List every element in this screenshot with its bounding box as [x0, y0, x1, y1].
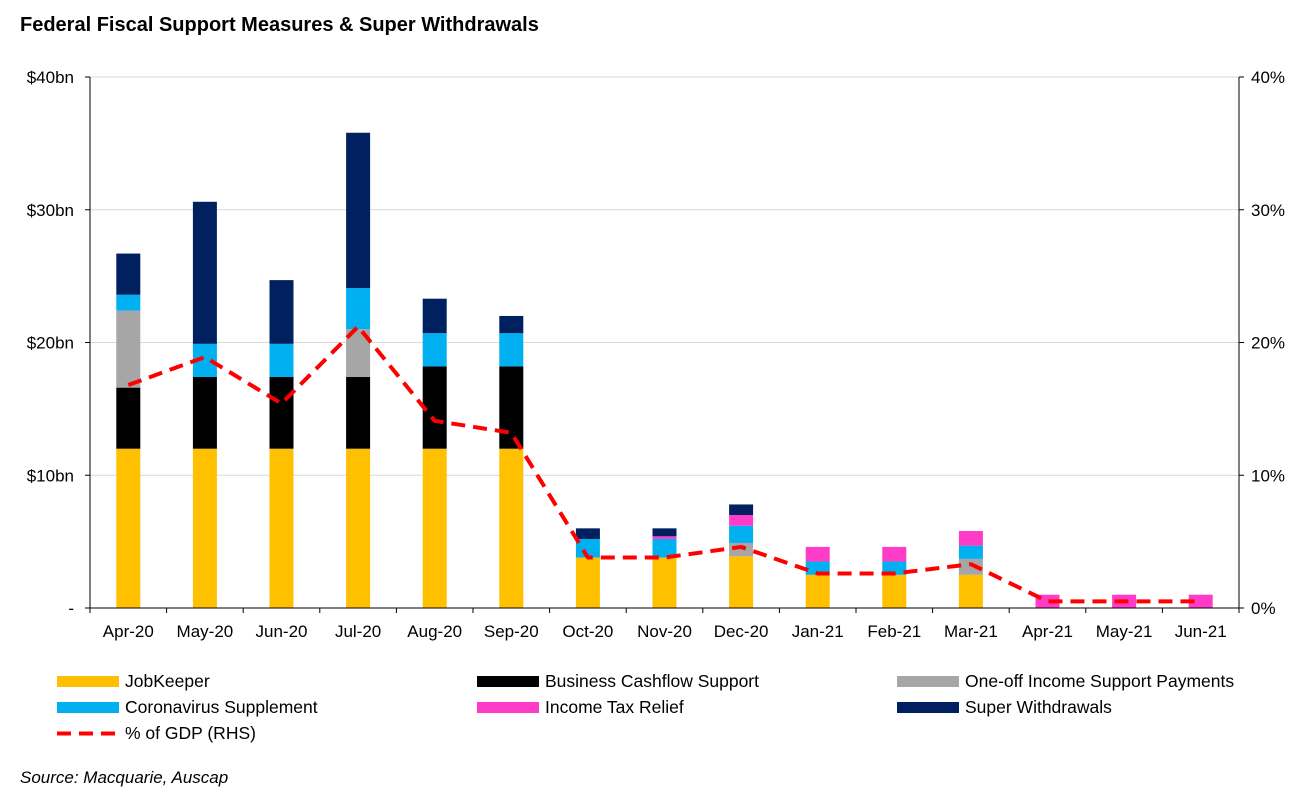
bar-nov-20-series-4	[652, 536, 677, 539]
bar-aug-20-series-1	[422, 366, 447, 449]
bar-apr-20-series-0	[116, 448, 141, 608]
bar-may-20-series-0	[192, 448, 217, 608]
gridlines	[90, 76, 1239, 476]
gdp-line	[127, 324, 1201, 604]
bar-dec-20-series-0	[729, 556, 754, 608]
legend-label-one-off-income: One-off Income Support Payments	[965, 670, 1235, 691]
y-left-label-1: $10bn	[27, 466, 74, 485]
bar-mar-21-series-2	[958, 558, 983, 575]
bar-mar-21-series-4	[958, 531, 983, 546]
y-left-label-4: $40bn	[27, 68, 74, 87]
bar-nov-20-series-0	[652, 557, 677, 608]
bar-apr-20-series-1	[116, 387, 141, 449]
legend-label-income-tax-relief: Income Tax Relief	[545, 696, 684, 717]
y-right-label-4: 40%	[1251, 68, 1285, 87]
bar-jul-20-series-3	[346, 288, 371, 330]
tick-labels: - $10bn $20bn $30bn $40bn 0% 10% 20% 30% 40% Apr-2…	[27, 68, 1285, 641]
legend-label-jobkeeper: JobKeeper	[125, 670, 210, 691]
bar-dec-20-series-5	[729, 504, 754, 516]
x-label-dec-20: Dec-20	[714, 622, 769, 641]
bar-jun-20-series-3	[269, 343, 294, 378]
legend-swatch-jobkeeper	[57, 675, 119, 687]
bar-apr-20-series-5	[116, 253, 141, 295]
x-label-may-21: May-21	[1096, 622, 1153, 641]
x-label-jun-21: Jun-21	[1175, 622, 1227, 641]
bars	[116, 132, 1213, 608]
legend-swatch-income-tax-relief	[477, 701, 539, 713]
y-right-label-3: 30%	[1251, 201, 1285, 220]
legend-item-jobkeeper: JobKeeper	[57, 670, 210, 692]
x-label-jan-21: Jan-21	[792, 622, 844, 641]
x-label-may-20: May-20	[177, 622, 234, 641]
legend-item-super-withdrawals: Super Withdrawals	[897, 696, 1112, 718]
legend-label-coronavirus-supplement: Coronavirus Supplement	[125, 696, 318, 717]
bar-aug-20-series-5	[422, 298, 447, 334]
bar-oct-20-series-0	[575, 557, 600, 608]
bar-feb-21-series-4	[882, 546, 907, 562]
bar-may-20-series-5	[192, 201, 217, 344]
bar-dec-20-series-3	[729, 525, 754, 543]
bar-apr-20-series-3	[116, 294, 141, 311]
bar-jan-21-series-0	[805, 574, 830, 608]
bar-may-20-series-1	[192, 377, 217, 449]
x-label-aug-20: Aug-20	[407, 622, 462, 641]
bar-mar-21-series-0	[958, 574, 983, 608]
bar-apr-20-series-2	[116, 310, 141, 388]
x-label-jul-20: Jul-20	[335, 622, 381, 641]
legend-item-one-off-income: One-off Income Support Payments	[897, 670, 1234, 692]
x-label-nov-20: Nov-20	[637, 622, 692, 641]
y-left-label-0: -	[68, 599, 74, 618]
gdp-line-path	[127, 324, 1201, 604]
legend-item-income-tax-relief: Income Tax Relief	[477, 696, 684, 718]
legend-swatch-business-cashflow	[477, 675, 539, 687]
bar-aug-20-series-0	[422, 448, 447, 608]
x-label-apr-21: Apr-21	[1022, 622, 1073, 641]
bar-oct-20-series-3	[575, 538, 600, 558]
legend-swatch-super-withdrawals	[897, 701, 959, 713]
x-label-oct-20: Oct-20	[562, 622, 613, 641]
x-label-mar-21: Mar-21	[944, 622, 998, 641]
x-label-jun-20: Jun-20	[256, 622, 308, 641]
y-left-label-2: $20bn	[27, 334, 74, 353]
legend-swatch-gdp	[57, 728, 119, 739]
legend-label-business-cashflow: Business Cashflow Support	[545, 670, 759, 691]
chart-title: Federal Fiscal Support Measures & Super …	[20, 14, 539, 36]
bar-oct-20-series-5	[575, 528, 600, 539]
bar-nov-20-series-5	[652, 528, 677, 537]
axes	[85, 76, 1244, 613]
x-label-feb-21: Feb-21	[867, 622, 921, 641]
x-label-apr-20: Apr-20	[103, 622, 154, 641]
y-right-label-2: 20%	[1251, 334, 1285, 353]
bar-nov-20-series-3	[652, 538, 677, 558]
legend-item-coronavirus-supplement: Coronavirus Supplement	[57, 696, 318, 718]
x-label-sep-20: Sep-20	[484, 622, 539, 641]
bar-jun-20-series-5	[269, 280, 294, 344]
bar-jun-20-series-0	[269, 448, 294, 608]
legend-item-gdp: % of GDP (RHS)	[57, 722, 256, 744]
bar-jul-20-series-0	[346, 448, 371, 608]
bar-jul-20-series-1	[346, 377, 371, 449]
legend-label-gdp: % of GDP (RHS)	[125, 722, 256, 743]
bar-jan-21-series-4	[805, 546, 830, 562]
legend-item-business-cashflow: Business Cashflow Support	[477, 670, 759, 692]
bar-sep-20-series-3	[499, 333, 524, 367]
bar-mar-21-series-3	[958, 545, 983, 559]
legend-swatch-one-off-income	[897, 675, 959, 687]
y-right-label-1: 10%	[1251, 466, 1285, 485]
bar-feb-21-series-0	[882, 574, 907, 608]
bar-sep-20-series-1	[499, 366, 524, 449]
y-right-label-0: 0%	[1251, 599, 1276, 618]
bar-sep-20-series-0	[499, 448, 524, 608]
legend-label-super-withdrawals: Super Withdrawals	[965, 696, 1112, 717]
y-left-label-3: $30bn	[27, 201, 74, 220]
bar-aug-20-series-3	[422, 333, 447, 367]
bar-jul-20-series-5	[346, 132, 371, 289]
bar-jun-20-series-1	[269, 377, 294, 449]
bar-dec-20-series-4	[729, 515, 754, 526]
bar-sep-20-series-5	[499, 315, 524, 334]
source-note: Source: Macquarie, Auscap	[20, 768, 229, 787]
legend-swatch-coronavirus-supplement	[57, 701, 119, 713]
chart-plot: - $10bn $20bn $30bn $40bn 0% 10% 20% 30% 40% Apr-2…	[27, 68, 1285, 641]
